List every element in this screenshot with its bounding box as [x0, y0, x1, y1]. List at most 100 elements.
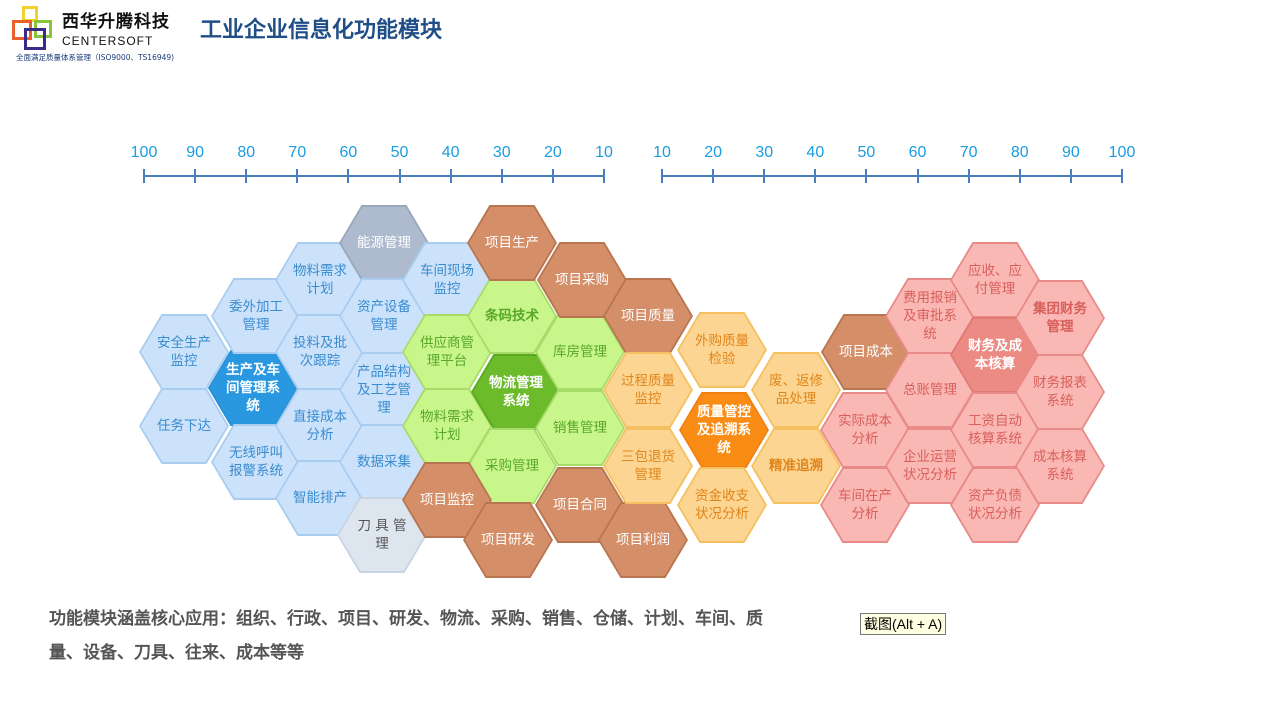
scale-tick: [814, 169, 817, 183]
hexagon-label: 实际成本分析: [838, 413, 892, 447]
hexagon-fill: [1017, 282, 1103, 354]
scale-label: 40: [441, 144, 460, 161]
scale-label: 30: [492, 144, 511, 161]
hexagon-label: 任务下达: [157, 418, 211, 434]
hexagon-label: 生产及车间管理系统: [226, 362, 280, 414]
tagline: 全面满足质量体系管理（ISO9000、TS16949): [16, 53, 175, 62]
hexagon-fill: [1017, 356, 1103, 428]
hexagon-label: 物料需求计划: [293, 263, 347, 297]
scale-tick: [449, 169, 452, 183]
brand-name-en: CENTERSOFT: [62, 34, 154, 48]
hexagon-label: 总账管理: [903, 382, 957, 398]
hexagon-label: 安全生产监控: [157, 335, 211, 369]
hexagon-label: 投料及批次跟踪: [293, 335, 347, 369]
scale-label: 20: [543, 144, 562, 161]
hexagon-label: 资产负债状况分析: [968, 488, 1022, 522]
hexagon-label: 无线呼叫报警系统: [229, 445, 283, 479]
hexagon-label: 车间在产分析: [838, 488, 892, 522]
hexagon-project: 项目研发: [463, 502, 553, 578]
scale-label: 60: [339, 144, 358, 161]
scale-tick: [865, 169, 868, 183]
scale-tick: [967, 169, 970, 183]
scale-tick: [245, 169, 248, 183]
hexagon-label: 资产设备管理: [357, 299, 411, 333]
hexagon-label: 采购管理: [485, 458, 539, 474]
scale-label: 100: [130, 144, 158, 161]
scale-label: 80: [237, 144, 256, 161]
scale-label: 70: [959, 144, 978, 161]
scale-tick: [763, 169, 766, 183]
screenshot-tooltip: 截图(Alt + A): [860, 613, 947, 635]
scale-label: 20: [704, 144, 722, 161]
scale-tick: [712, 169, 715, 183]
hexagon-project: 项目利润: [598, 502, 688, 578]
scale-label: 60: [908, 144, 927, 161]
hexagon-fill: [404, 390, 490, 462]
hexagon-label: 物料需求计划: [420, 409, 474, 443]
scale-tick: [398, 169, 401, 183]
scale-label: 70: [288, 144, 307, 161]
hexagon-label: 物流管理系统: [489, 375, 543, 409]
hexagon-label: 财务报表系统: [1033, 375, 1087, 409]
scale-tick: [194, 169, 197, 183]
hexagon-label: 库房管理: [553, 344, 607, 360]
summary-text: 功能模块涵盖核心应用：组织、行政、项目、研发、物流、采购、销售、仓储、计划、车间…: [49, 609, 763, 663]
hexagon-label: 项目研发: [481, 532, 535, 548]
scale-label: 50: [857, 144, 876, 161]
hexagon-label: 智能排产: [293, 490, 347, 506]
hexagon-label: 直接成本分析: [293, 409, 347, 443]
hexagon-label: 工资自动核算系统: [968, 413, 1022, 447]
scale-tick: [500, 169, 503, 183]
hexagon-label: 项目生产: [485, 235, 539, 251]
scale-tick: [1018, 169, 1021, 183]
scale-label: 40: [806, 144, 825, 161]
scale-tick: [916, 169, 919, 183]
scale-label: 10: [595, 144, 613, 161]
hexagon-label: 质量管控及追溯系统: [697, 404, 751, 456]
scale-label: 10: [653, 144, 671, 161]
hexagon-label: 项目监控: [420, 492, 474, 508]
hexagon-label: 资金收支状况分析: [695, 488, 749, 522]
hexagon-label: 成本核算系统: [1033, 449, 1087, 483]
hexagon-label: 数据采集: [357, 454, 411, 470]
hexagon-label: 费用报销及审批系统: [903, 290, 957, 342]
hexagon-label: 三包退货管理: [621, 449, 675, 483]
hexagon-label: 外购质量检验: [695, 333, 749, 367]
hexagon-label: 企业运营状况分析: [903, 449, 957, 483]
scale-tick: [296, 169, 299, 183]
scale-tick: [661, 169, 663, 183]
hexagon-label: 项目质量: [621, 308, 675, 324]
hexagon-label: 集团财务管理: [1033, 301, 1087, 335]
hexagon-label: 废、返修品处理: [769, 373, 823, 407]
hexagon-quality-core: 质量管控及追溯系统: [679, 392, 769, 468]
scale-label: 50: [390, 144, 409, 161]
scale-label: 90: [186, 144, 204, 161]
hexagon-label: 供应商管理平台: [420, 335, 474, 369]
scale-tick: [1069, 169, 1072, 183]
hexagon-quality: 资金收支状况分析: [677, 467, 767, 543]
hexagon-label: 能源管理: [357, 235, 411, 251]
scale-tick: [603, 169, 605, 183]
scale-tick: [143, 169, 145, 183]
scale-left: 100 90 80 70 60 50 40 30 20 10: [131, 144, 613, 184]
scale-line: [144, 175, 604, 177]
hexagon-label: 刀 具 管 理: [357, 518, 407, 552]
scale-tick: [347, 169, 350, 183]
scale-label: 80: [1010, 144, 1029, 161]
hexagon-label: 项目成本: [839, 344, 893, 360]
hexagon-label: 产品结构及工艺管理: [357, 364, 411, 416]
hexagon-label: 条码技术: [485, 308, 539, 324]
hexagon-label: 委外加工管理: [229, 299, 283, 333]
hexagon-label: 项目采购: [555, 272, 609, 288]
page-title: 工业企业信息化功能模块: [200, 18, 443, 43]
hexagon-production-core: 生产及车间管理系统: [208, 350, 298, 426]
scale-tick: [1121, 169, 1123, 183]
hexagon-label: 过程质量监控: [621, 373, 675, 407]
hexagon-quality: 外购质量检验: [677, 312, 767, 388]
hexagon-label: 销售管理: [553, 420, 607, 436]
hexagon-label: 精准追溯: [769, 458, 823, 474]
scale-label: 100: [1108, 144, 1136, 161]
logo-icon: [12, 6, 52, 50]
hexagon-finance: 集团财务管理: [1015, 280, 1105, 356]
scale-label: 90: [1061, 144, 1080, 161]
